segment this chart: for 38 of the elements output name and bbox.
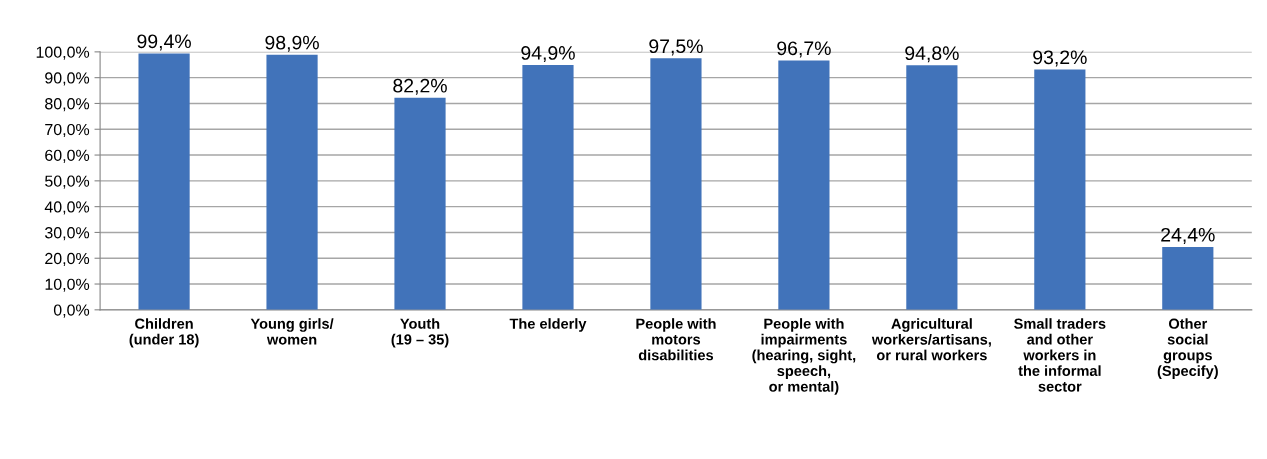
bar [1034,69,1086,310]
bar [906,65,958,310]
bar [522,65,574,310]
bar [778,60,830,310]
data-label: 94,8% [905,46,959,63]
x-tick-label: Small traders and other workers in the informal sector [1014,318,1106,392]
data-label: 96,7% [777,41,831,58]
y-tick-label: 100,0% [36,46,90,60]
bar [1162,246,1214,310]
y-tick-label: 60,0% [45,149,90,163]
bar [650,58,702,310]
x-tick-label: People with impairments (hearing, sight, speech, or mental) [752,318,856,395]
x-tick-label: Youth (19 – 35) [391,318,449,348]
data-label: 93,2% [1033,50,1087,67]
data-label: 98,9% [265,35,319,52]
data-label: 94,9% [521,46,575,63]
data-label: 24,4% [1161,227,1215,244]
x-tick-label: Young girls/ women [250,318,334,345]
x-tick-label: Children (under 18) [129,318,199,348]
bar [266,54,318,310]
y-tick-label: 90,0% [45,72,90,86]
x-tick-label: People with motors disabilities [636,318,716,361]
y-tick-label: 20,0% [45,252,90,267]
y-tick-label: 10,0% [45,278,90,292]
bar [394,97,446,310]
data-label: 82,2% [393,78,447,95]
y-tick-label: 50,0% [45,175,90,189]
y-tick-label: 30,0% [45,227,90,241]
y-tick-label: 0,0% [53,304,90,318]
x-tick-label: Agricultural workers/artisans, or rural workers [871,318,991,361]
bar [138,53,190,310]
x-tick-label: Other social groups (Specify) [1157,318,1218,379]
x-tick-label: The elderly [509,318,587,332]
y-tick-label: 80,0% [45,98,90,112]
data-label: 99,4% [137,34,191,51]
y-tick-label: 70,0% [45,123,90,138]
y-tick-label: 40,0% [44,201,90,215]
data-label: 97,5% [649,39,703,56]
